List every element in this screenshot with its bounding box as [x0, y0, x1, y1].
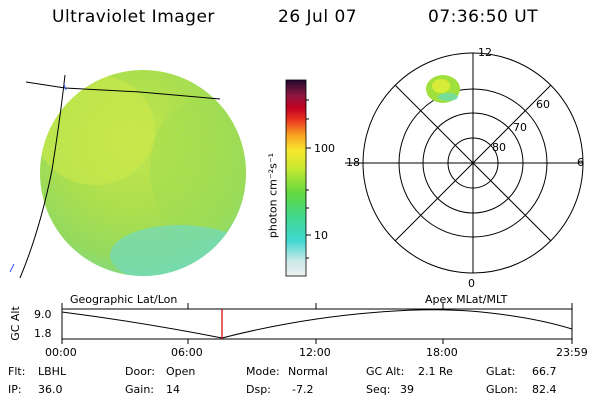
- geo-blue-ticks: [9, 83, 67, 273]
- mlt-label-0: 0: [468, 277, 475, 290]
- dsp-value: -7.2: [292, 383, 314, 396]
- x-tick-2359: 23:59: [556, 346, 588, 359]
- right-panel-caption: Apex MLat/MLT: [425, 293, 508, 306]
- timeline-y-top: 9.0: [34, 308, 52, 321]
- dsp-label: Dsp:: [246, 383, 271, 396]
- ip-value: 36.0: [38, 383, 63, 396]
- mlt-label-6: 6: [577, 156, 584, 169]
- aurora-blob: [426, 75, 460, 103]
- left-panel-caption: Geographic Lat/Lon: [70, 293, 178, 306]
- gcalt-label: GC Alt:: [366, 365, 405, 378]
- image-disk: [40, 70, 246, 276]
- mode-value: Normal: [288, 365, 328, 378]
- timeline-plot: [61, 303, 573, 344]
- gc-alt-curve: [61, 309, 573, 339]
- mlat-label-80: 80: [492, 141, 506, 154]
- seq-label: Seq:: [366, 383, 391, 396]
- color-bar: [285, 79, 311, 277]
- flt-label: Flt:: [8, 365, 26, 378]
- mlt-label-18: 18: [346, 156, 360, 169]
- mode-label: Mode:: [246, 365, 280, 378]
- date-label: 26 Jul 07: [278, 7, 358, 27]
- door-label: Door:: [125, 365, 155, 378]
- geo-grid-lines: [19, 74, 221, 279]
- glat-value: 66.7: [532, 365, 557, 378]
- glon-value: 82.4: [532, 383, 557, 396]
- colorbar-unit-label: photon cm⁻²s⁻¹: [266, 152, 280, 239]
- x-tick-0000: 00:00: [45, 346, 77, 359]
- glon-label: GLon:: [486, 383, 518, 396]
- gcalt-value: 2.1 Re: [418, 365, 453, 378]
- door-value: Open: [166, 365, 196, 378]
- gain-value: 14: [166, 383, 180, 396]
- time-label: 07:36:50 UT: [428, 7, 539, 27]
- mlt-label-12: 12: [478, 46, 492, 59]
- instrument-title: Ultraviolet Imager: [52, 7, 215, 27]
- colorbar-tick-10: 10: [314, 229, 328, 242]
- timeline-axis-title: GC Alt: [8, 306, 22, 341]
- colorbar-tick-100: 100: [314, 142, 335, 155]
- mlat-label-70: 70: [513, 121, 527, 134]
- x-tick-1200: 12:00: [299, 346, 331, 359]
- x-tick-0600: 06:00: [171, 346, 203, 359]
- seq-value: 39: [400, 383, 414, 396]
- timeline-y-bottom: 1.8: [34, 327, 52, 340]
- glat-label: GLat:: [486, 365, 516, 378]
- gain-label: Gain:: [125, 383, 154, 396]
- mlat-label-60: 60: [536, 98, 550, 111]
- x-tick-1800: 18:00: [426, 346, 458, 359]
- ip-label: IP:: [8, 383, 22, 396]
- polar-plot: [345, 52, 584, 274]
- flt-value: LBHL: [38, 365, 67, 378]
